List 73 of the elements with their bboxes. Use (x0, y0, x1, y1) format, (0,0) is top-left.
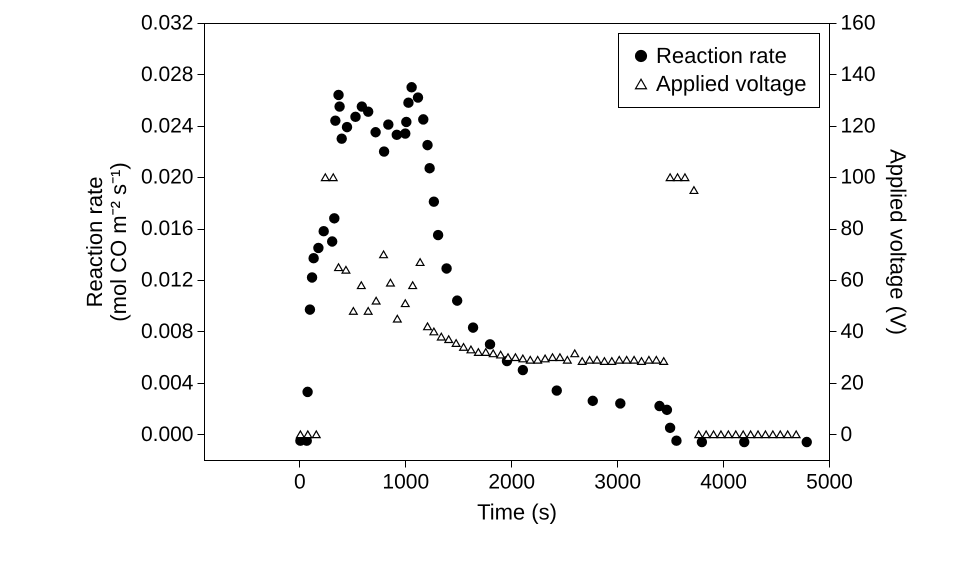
legend-label: Applied voltage (656, 71, 806, 96)
point (308, 253, 319, 264)
point (370, 127, 381, 138)
point (362, 106, 374, 117)
point (326, 236, 338, 247)
point (468, 322, 478, 333)
point (406, 82, 417, 92)
point (422, 140, 433, 150)
y-tick-label: 0.020 (140, 166, 194, 189)
point (378, 146, 390, 157)
y-axis-title: Reaction rate (mol CO m⁻² s⁻¹) (82, 162, 131, 322)
point (739, 436, 750, 448)
point (802, 436, 812, 448)
point (412, 92, 424, 103)
point (329, 213, 340, 224)
point (696, 436, 708, 448)
point (330, 115, 341, 126)
point (552, 385, 562, 396)
y-tick-label: 0.012 (140, 268, 194, 292)
point (318, 226, 329, 236)
y-tick-label: 0.032 (140, 12, 194, 34)
point (418, 114, 428, 125)
point (342, 122, 352, 132)
y-tick-label: 0.008 (140, 320, 194, 343)
point (400, 128, 410, 139)
y2-tick-label: 140 (840, 62, 876, 86)
legend-label: Reaction rate (656, 43, 787, 68)
point (336, 133, 347, 144)
x-tick-label: 0 (294, 470, 306, 494)
y-tick-label: 0.028 (140, 62, 194, 86)
y2-tick-label: 100 (840, 166, 876, 189)
point (333, 90, 344, 100)
point (441, 263, 452, 274)
point (588, 396, 598, 406)
point (452, 295, 462, 306)
y-tick-label: 0.016 (140, 217, 194, 240)
y2-tick-label: 60 (840, 268, 864, 292)
y2-tick-label: 80 (840, 217, 864, 240)
point (615, 398, 626, 409)
point (664, 422, 676, 434)
point (392, 130, 402, 140)
point (313, 242, 324, 254)
y-tick-label: 0.000 (140, 422, 194, 446)
x-tick-label: 4000 (700, 470, 747, 494)
y2-tick-label: 20 (840, 371, 864, 394)
point (428, 196, 440, 207)
point (401, 116, 412, 128)
point (432, 230, 444, 240)
x-tick-label: 3000 (594, 470, 641, 494)
point (403, 97, 414, 108)
y2-tick-label: 120 (840, 114, 876, 138)
point (302, 386, 313, 398)
x-axis-title: Time (s) (477, 500, 557, 524)
y-tick-label: 0.024 (140, 114, 194, 138)
y-tick-label: 0.004 (140, 371, 194, 394)
x-tick-label: 5000 (806, 470, 853, 494)
y2-tick-label: 0 (840, 422, 852, 446)
y2-tick-label: 160 (840, 12, 876, 34)
point (424, 163, 435, 174)
x-tick-label: 1000 (382, 470, 430, 494)
point (334, 101, 345, 112)
point (350, 112, 361, 122)
y2-tick-label: 40 (840, 320, 864, 343)
point (671, 436, 682, 446)
x-tick-label: 2000 (488, 470, 536, 494)
point (484, 339, 496, 350)
point (654, 400, 665, 412)
point (518, 364, 528, 376)
y2-axis-title: Applied voltage (V) (886, 149, 911, 335)
point (383, 119, 394, 130)
point (662, 404, 672, 416)
point (304, 304, 316, 315)
point (306, 272, 318, 283)
